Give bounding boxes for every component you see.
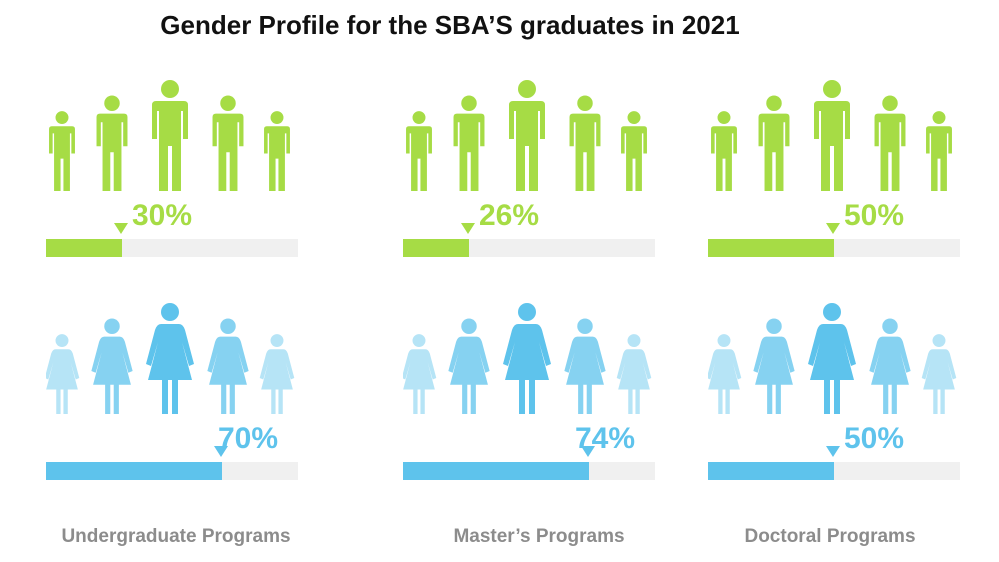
percentage-label: 74% xyxy=(575,422,636,455)
bar-track xyxy=(403,239,655,257)
woman-icon xyxy=(753,318,795,414)
woman-icon xyxy=(207,318,249,414)
category-label-doctoral: Doctoral Programs xyxy=(744,526,916,547)
bar-track xyxy=(708,462,960,480)
man-icon xyxy=(926,111,952,191)
bar-track xyxy=(708,239,960,257)
woman-icon xyxy=(91,318,133,414)
female-panel-2: 50% xyxy=(708,298,978,508)
woman-icon xyxy=(46,334,80,414)
people-icons xyxy=(46,303,295,414)
woman-icon xyxy=(403,334,437,414)
woman-icon xyxy=(503,303,551,414)
value-marker xyxy=(826,446,840,457)
woman-icon xyxy=(808,303,856,414)
man-icon xyxy=(569,95,601,191)
percentage-label: 50% xyxy=(844,422,905,455)
man-icon xyxy=(264,111,290,191)
woman-icon xyxy=(146,303,194,414)
man-icon xyxy=(874,95,906,191)
people-icons xyxy=(711,80,952,191)
bar-track xyxy=(46,239,298,257)
woman-icon xyxy=(869,318,911,414)
people-icons xyxy=(49,80,290,191)
woman-icon xyxy=(616,334,652,414)
bar-fill xyxy=(403,239,469,257)
value-marker xyxy=(461,223,475,234)
percentage-label: 26% xyxy=(479,199,540,232)
bar-fill xyxy=(708,239,834,257)
woman-icon xyxy=(448,318,490,414)
percentage-label: 70% xyxy=(218,422,279,455)
man-icon xyxy=(96,95,128,191)
woman-icon xyxy=(564,318,606,414)
man-icon xyxy=(406,111,432,191)
bar-track xyxy=(403,462,655,480)
percentage-label: 30% xyxy=(132,199,193,232)
people-icons xyxy=(403,303,652,414)
woman-icon xyxy=(259,334,295,414)
man-icon xyxy=(814,80,850,191)
category-label-undergraduate: Undergraduate Programs xyxy=(61,526,291,547)
bar-fill xyxy=(46,462,222,480)
female-panel-0: 70% xyxy=(46,298,316,508)
value-marker xyxy=(214,446,228,457)
female-panel-1: 74% xyxy=(403,298,673,508)
value-marker xyxy=(826,223,840,234)
woman-icon xyxy=(708,334,742,414)
male-panel-1: 26% xyxy=(403,75,673,285)
woman-icon xyxy=(921,334,957,414)
people-icons xyxy=(708,303,957,414)
chart-title: Gender Profile for the SBA’S graduates i… xyxy=(160,10,740,40)
man-icon xyxy=(453,95,485,191)
value-marker xyxy=(114,223,128,234)
man-icon xyxy=(711,111,737,191)
bar-fill xyxy=(46,239,122,257)
bar-track xyxy=(46,462,298,480)
people-icons xyxy=(406,80,647,191)
man-icon xyxy=(758,95,790,191)
man-icon xyxy=(509,80,545,191)
man-icon xyxy=(621,111,647,191)
male-panel-0: 30% xyxy=(46,75,316,285)
male-panel-2: 50% xyxy=(708,75,978,285)
bar-fill xyxy=(403,462,589,480)
value-marker xyxy=(581,446,595,457)
category-label-masters: Master’s Programs xyxy=(453,526,625,547)
percentage-label: 50% xyxy=(844,199,905,232)
man-icon xyxy=(212,95,244,191)
bar-fill xyxy=(708,462,834,480)
man-icon xyxy=(152,80,188,191)
man-icon xyxy=(49,111,75,191)
